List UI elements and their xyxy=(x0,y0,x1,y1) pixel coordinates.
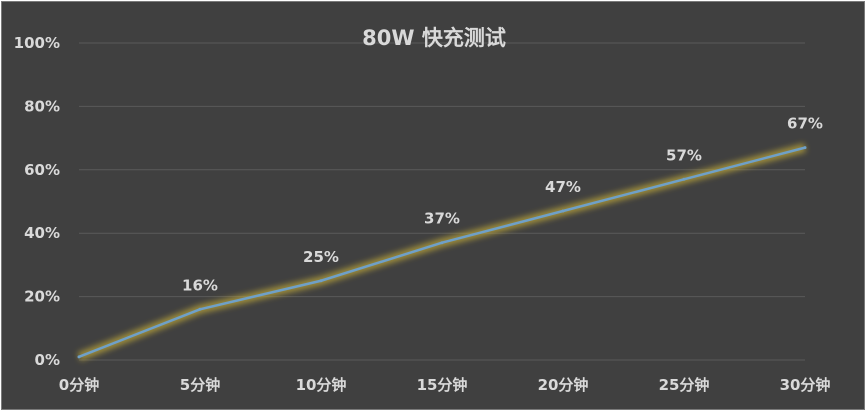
y-tick-label: 60% xyxy=(24,161,60,179)
data-label: 57% xyxy=(666,146,702,164)
data-label: 47% xyxy=(545,178,581,196)
x-tick-label: 20分钟 xyxy=(538,376,589,394)
data-label: 37% xyxy=(424,210,460,228)
data-labels: 16% 25% 37% 47% 57% 67% xyxy=(182,115,823,295)
x-tick-label: 10分钟 xyxy=(296,376,347,394)
data-point xyxy=(561,209,565,213)
x-tick-label: 5分钟 xyxy=(180,376,220,394)
y-tick-label: 0% xyxy=(35,351,60,369)
data-point xyxy=(77,355,81,359)
data-point xyxy=(803,146,807,150)
grid-lines xyxy=(79,42,805,361)
x-tick-label: 30分钟 xyxy=(780,376,831,394)
series-line-glow xyxy=(77,143,807,362)
y-tick-label: 80% xyxy=(24,97,60,115)
series-layer xyxy=(77,143,807,362)
data-label: 25% xyxy=(303,248,339,266)
data-label: 67% xyxy=(787,115,823,133)
data-point xyxy=(198,307,202,311)
y-tick-label: 100% xyxy=(14,34,60,52)
axes: 0% 20% 40% 60% 80% 100% 0分钟 5分钟 10分钟 15分钟 20分钟 25分钟… xyxy=(14,34,831,394)
data-point xyxy=(682,177,686,181)
x-tick-label: 0分钟 xyxy=(59,376,99,394)
data-point xyxy=(440,241,444,245)
y-tick-label: 20% xyxy=(24,288,60,306)
chart-title: 80W 快充测试 xyxy=(362,26,506,50)
x-tick-label: 15分钟 xyxy=(417,376,468,394)
data-point xyxy=(319,279,323,283)
y-tick-label: 40% xyxy=(24,224,60,242)
x-tick-label: 25分钟 xyxy=(659,376,710,394)
data-label: 16% xyxy=(182,276,218,294)
